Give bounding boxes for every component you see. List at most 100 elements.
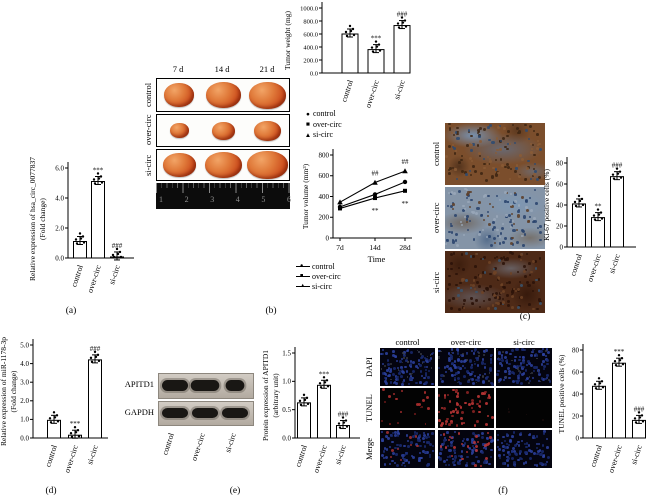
svg-text:0.5: 0.5 (282, 406, 291, 414)
svg-text:***: *** (93, 167, 104, 175)
svg-text:control: control (339, 78, 355, 103)
svg-text:Relative expression of miR-117: Relative expression of miR-1178-3p (0, 337, 8, 446)
svg-text:over-circ: over-circ (363, 78, 381, 109)
tumor-photo (211, 121, 235, 140)
svg-text:si-circ: si-circ (333, 443, 348, 465)
fluor-col-header-control: control (395, 337, 420, 347)
svg-text:40: 40 (572, 390, 580, 398)
hsa-circ-expression-chart: 0.0 2.0 4.0 6.0 Relative expression of hsa_c… (28, 157, 134, 294)
blot-bands-gapdh (160, 406, 250, 420)
mir-1178-expression-chart: 0.0 1.0 2.0 3.0 4.0 5.0 Relative expression of… (0, 337, 108, 474)
svg-text:###: ### (612, 162, 623, 170)
photo-row-label-si-circ: si-circ (143, 154, 153, 176)
svg-text:(arbitrary unit): (arbitrary unit) (271, 373, 280, 418)
svg-text:si-circ: si-circ (85, 443, 100, 465)
ruler-number: 6 (287, 195, 291, 204)
blot-bands-apitd1 (160, 378, 247, 393)
svg-text:4.0: 4.0 (20, 360, 29, 368)
photo-col-header-21d: 21 d (259, 64, 275, 74)
svg-text:4.0: 4.0 (55, 194, 64, 202)
tumor-weight-chart: 0.0 200.0 400.0 600.0 800.0 1000.0 Tumor weigh… (283, 2, 411, 109)
svg-text:##: ## (372, 169, 380, 177)
ihc-image-over-circ (445, 187, 545, 249)
photo-col-header-7d: 7 d (172, 64, 184, 74)
svg-text:(Fold change): (Fold change) (38, 198, 47, 240)
svg-text:**: ** (402, 200, 410, 208)
svg-text:20: 20 (572, 412, 580, 420)
tumor-photo (248, 81, 286, 109)
blot-lane-labels: control over-circ si-circ (160, 431, 238, 462)
svg-text:over-circ: over-circ (585, 252, 603, 283)
panel-label-b: (b) (265, 306, 277, 316)
svg-text:2.0: 2.0 (55, 224, 64, 232)
fluor-dapi-control (380, 348, 435, 386)
svg-text:***: *** (319, 370, 330, 378)
blot-target-apitd1: APITD1 (124, 379, 154, 389)
tumor-photo (253, 120, 281, 141)
tumor-photo-row-control (156, 78, 290, 112)
svg-text:0: 0 (560, 243, 564, 251)
svg-text:control: control (43, 443, 59, 468)
svg-text:control: control (293, 443, 309, 468)
fluor-tunel-si-circ (496, 388, 552, 428)
svg-text:80: 80 (556, 159, 564, 167)
svg-text:control: control (160, 431, 176, 456)
svg-text:60: 60 (572, 368, 580, 376)
svg-text:5.0: 5.0 (20, 341, 29, 349)
svg-text:***: *** (371, 35, 382, 43)
svg-text:0: 0 (576, 434, 580, 442)
svg-text:over-circ: over-circ (62, 443, 80, 474)
svg-text:###: ### (338, 411, 349, 419)
panel-label-c: (c) (519, 312, 531, 322)
svg-text:###: ### (112, 242, 123, 250)
svg-text:0.0: 0.0 (55, 254, 64, 262)
svg-text:20: 20 (556, 222, 564, 230)
fluor-merge-control (380, 430, 435, 468)
svg-text:control: control (69, 263, 85, 288)
apitd1-protein-chart: 0.0 0.5 1.0 1.5 Protein expression of APITD1… (261, 347, 360, 474)
panel-label-a: (a) (65, 306, 77, 316)
circle-marker-icon: ● (306, 110, 310, 118)
square-marker-icon: ■ (306, 121, 310, 128)
ihc-row-label-control: control (431, 141, 441, 167)
svg-text:Tumor volume (mm³): Tumor volume (mm³) (301, 163, 310, 229)
svg-text:400.0: 400.0 (303, 44, 318, 51)
fluor-tunel-over-circ (438, 388, 494, 428)
ihc-row-label-over-circ: over-circ (431, 202, 441, 234)
svg-text:Time: Time (368, 254, 386, 264)
fluor-col-header-over-circ: over-circ (450, 337, 482, 347)
svg-text:si-circ: si-circ (223, 431, 238, 453)
line-square-marker-icon: ■ (296, 272, 310, 280)
svg-text:600: 600 (319, 172, 330, 180)
photo-row-label-control: control (143, 82, 153, 108)
ruler-number: 3 (210, 195, 215, 204)
fluor-dapi-over-circ (438, 348, 494, 386)
svg-text:400: 400 (319, 193, 330, 201)
svg-text:over-circ: over-circ (311, 443, 329, 474)
svg-text:##: ## (402, 158, 410, 166)
tumor-photo (164, 83, 194, 107)
tumor-photo-row-si-circ (156, 149, 290, 181)
svg-text:200.0: 200.0 (303, 57, 318, 64)
svg-text:over-circ: over-circ (85, 263, 103, 294)
svg-text:1.0: 1.0 (20, 416, 29, 424)
line-triangle-marker-icon: ▲ (296, 282, 310, 290)
ruler-number: 2 (184, 195, 189, 204)
svg-text:1000.0: 1000.0 (300, 5, 318, 12)
fluor-col-header-si-circ: si-circ (513, 337, 535, 347)
fluor-row-label-dapi: DAPI (364, 357, 374, 377)
ihc-image-control (445, 123, 545, 185)
ruler-number: 4 (235, 195, 240, 204)
svg-text:over-circ: over-circ (606, 443, 624, 474)
svg-text:(Fold change): (Fold change) (9, 370, 18, 412)
tumor-photo (162, 153, 196, 177)
tumor-photo (204, 152, 242, 178)
svg-text:Tumor weight (mg): Tumor weight (mg) (283, 11, 292, 70)
svg-text:TUNEL positive cells (%): TUNEL positive cells (%) (557, 354, 566, 433)
svg-text:Relative expression of hsa_cir: Relative expression of hsa_circ_0077837 (28, 157, 37, 281)
ruler-number: 5 (261, 195, 266, 204)
svg-text:###: ### (90, 345, 101, 353)
photo-row-label-over-circ: over-circ (143, 114, 153, 146)
svg-text:control: control (568, 252, 584, 277)
ihc-row-label-si-circ: si-circ (431, 271, 441, 293)
